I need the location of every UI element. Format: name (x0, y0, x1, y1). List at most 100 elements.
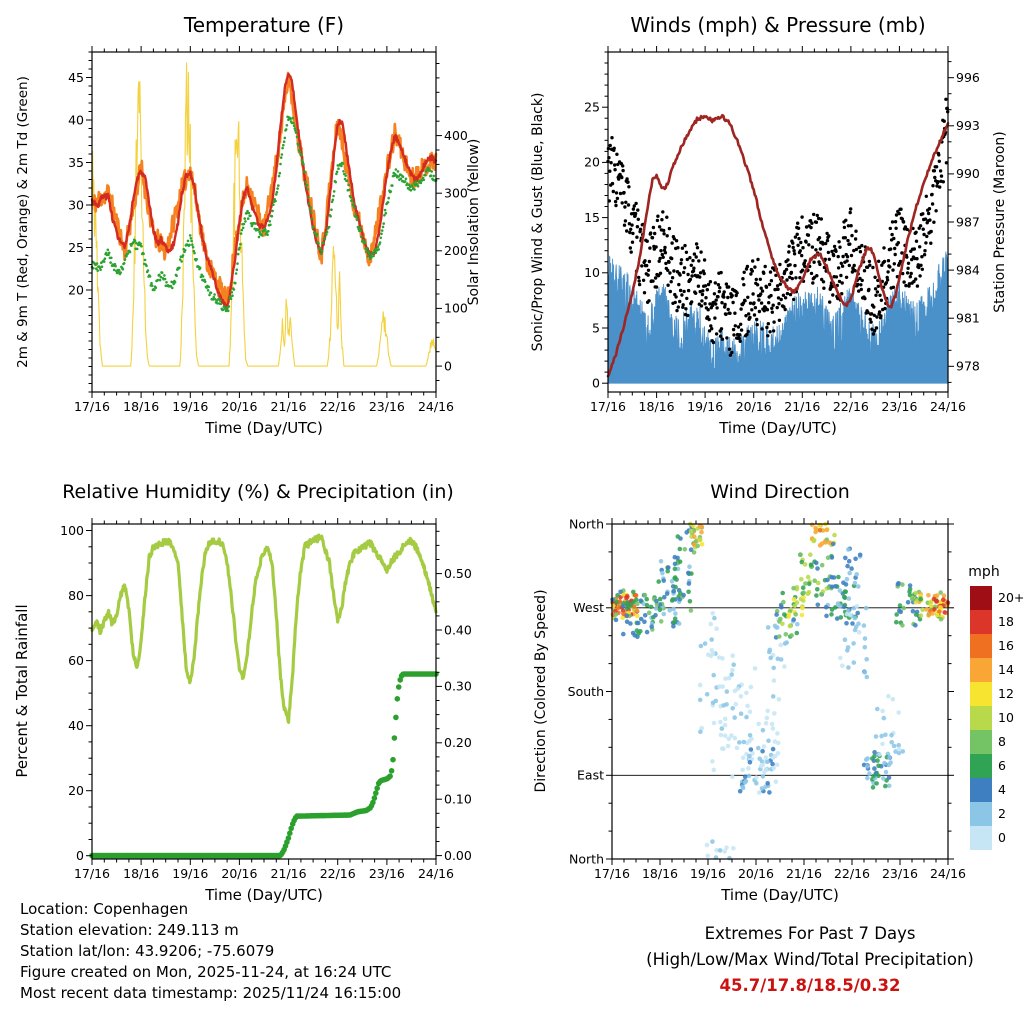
svg-text:21/16: 21/16 (271, 399, 307, 414)
svg-text:21/16: 21/16 (784, 399, 820, 414)
humidity-precip-chart: 17/16 18/16 19/16 20/16 21/16 22/16 23/16 24/16… (13, 481, 472, 903)
svg-text:20/16: 20/16 (221, 399, 257, 414)
extremes-subtitle: (High/Low/Max Wind/Total Precipitation) (646, 950, 974, 969)
svg-text:2: 2 (998, 806, 1006, 821)
svg-text:21/16: 21/16 (786, 866, 822, 881)
svg-text:Time (Day/UTC): Time (Day/UTC) (718, 419, 837, 437)
svg-text:18/16: 18/16 (642, 866, 678, 881)
info-created: Figure created on Mon, 2025-11-24, at 16… (20, 963, 392, 981)
svg-text:18/16: 18/16 (123, 399, 159, 414)
svg-text:24/16: 24/16 (930, 399, 966, 414)
svg-text:East: East (577, 768, 604, 783)
svg-text:20/16: 20/16 (736, 399, 772, 414)
svg-text:Percent & Total Rainfall: Percent & Total Rainfall (13, 604, 31, 777)
svg-text:5: 5 (592, 320, 600, 335)
svg-text:South: South (568, 684, 604, 699)
svg-text:19/16: 19/16 (172, 399, 208, 414)
svg-text:25: 25 (584, 99, 600, 114)
svg-text:20: 20 (68, 282, 84, 297)
svg-text:20+: 20+ (998, 590, 1024, 605)
svg-text:23/16: 23/16 (881, 399, 917, 414)
svg-text:21/16: 21/16 (271, 866, 307, 881)
svg-text:Time (Day/UTC): Time (Day/UTC) (204, 419, 323, 437)
svg-text:300: 300 (444, 185, 468, 200)
svg-text:0: 0 (592, 375, 600, 390)
extremes-title: Extremes For Past 7 Days (704, 924, 916, 943)
svg-text:987: 987 (956, 214, 980, 229)
svg-text:45: 45 (68, 70, 84, 85)
svg-text:0.40: 0.40 (444, 622, 472, 637)
station-info-block: Location: Copenhagen Station elevation: … (20, 899, 401, 1004)
svg-text:2m & 9m T (Red, Orange) & 2m T: 2m & 9m T (Red, Orange) & 2m Td (Green) (15, 76, 31, 368)
svg-text:10: 10 (584, 265, 600, 280)
temperature-chart: 17/16 18/16 19/16 20/16 21/16 22/16 23/16 24/16… (15, 13, 482, 437)
svg-text:0.00: 0.00 (444, 848, 472, 863)
info-latlon: Station lat/lon: 43.9206; -75.6079 (20, 942, 275, 960)
svg-text:0.30: 0.30 (444, 679, 472, 694)
svg-text:30: 30 (68, 197, 84, 212)
svg-text:20: 20 (584, 155, 600, 170)
svg-text:Station Pressure (Maroon): Station Pressure (Maroon) (992, 131, 1008, 313)
svg-text:17/16: 17/16 (74, 866, 110, 881)
svg-text:North: North (569, 851, 604, 866)
svg-text:990: 990 (956, 166, 980, 181)
svg-text:19/16: 19/16 (687, 399, 723, 414)
svg-text:20: 20 (68, 783, 84, 798)
svg-text:20/16: 20/16 (738, 866, 774, 881)
info-timestamp: Most recent data timestamp: 2025/11/24 1… (20, 984, 402, 1002)
svg-text:6: 6 (998, 758, 1006, 773)
wind-direction-chart: 17/16 18/16 19/16 20/16 21/16 22/16 23/16 24/16… (533, 481, 1024, 903)
svg-text:0: 0 (76, 848, 84, 863)
svg-text:Direction (Colored By Speed): Direction (Colored By Speed) (533, 589, 549, 792)
svg-text:8: 8 (998, 734, 1006, 749)
svg-text:100: 100 (60, 523, 84, 538)
svg-text:Solar Insolation (Yellow): Solar Insolation (Yellow) (466, 139, 482, 306)
svg-text:17/16: 17/16 (590, 399, 626, 414)
svg-text:17/16: 17/16 (74, 399, 110, 414)
svg-text:10: 10 (998, 710, 1014, 725)
svg-text:200: 200 (444, 243, 468, 258)
svg-text:18/16: 18/16 (639, 399, 675, 414)
extremes-block: Extremes For Past 7 Days (High/Low/Max W… (596, 921, 1024, 999)
svg-text:16: 16 (998, 638, 1014, 653)
svg-text:23/16: 23/16 (882, 866, 918, 881)
svg-text:22/16: 22/16 (320, 866, 356, 881)
svg-text:18/16: 18/16 (123, 866, 159, 881)
svg-text:984: 984 (956, 262, 980, 277)
extremes-values: 45.7/17.8/18.5/0.32 (719, 976, 901, 995)
svg-text:Sonic/Prop Wind & Gust (Blue,: Sonic/Prop Wind & Gust (Blue, Black) (530, 93, 546, 352)
info-location: Location: Copenhagen (20, 900, 189, 918)
svg-text:18: 18 (998, 614, 1014, 629)
svg-text:Time (Day/UTC): Time (Day/UTC) (720, 886, 839, 903)
svg-text:23/16: 23/16 (369, 399, 405, 414)
svg-text:22/16: 22/16 (834, 866, 870, 881)
svg-text:West: West (573, 600, 604, 615)
svg-text:0: 0 (444, 358, 452, 373)
svg-text:35: 35 (68, 155, 84, 170)
svg-text:0.50: 0.50 (444, 566, 472, 581)
svg-text:100: 100 (444, 301, 468, 316)
svg-text:24/16: 24/16 (930, 866, 966, 881)
svg-text:Relative Humidity (%) & Precip: Relative Humidity (%) & Precipitation (i… (62, 481, 454, 503)
svg-text:993: 993 (956, 118, 980, 133)
svg-text:Wind Direction: Wind Direction (710, 481, 850, 503)
svg-text:24/16: 24/16 (418, 866, 454, 881)
svg-text:15: 15 (584, 210, 600, 225)
svg-text:mph: mph (968, 564, 999, 580)
svg-text:22/16: 22/16 (833, 399, 869, 414)
svg-text:4: 4 (998, 782, 1006, 797)
svg-text:80: 80 (68, 588, 84, 603)
svg-text:23/16: 23/16 (369, 866, 405, 881)
svg-text:17/16: 17/16 (594, 866, 630, 881)
svg-text:North: North (569, 516, 604, 531)
svg-text:0.20: 0.20 (444, 735, 472, 750)
svg-text:Time (Day/UTC): Time (Day/UTC) (204, 886, 323, 903)
svg-text:12: 12 (998, 686, 1014, 701)
svg-text:Temperature (F): Temperature (F) (183, 13, 344, 37)
svg-text:19/16: 19/16 (172, 866, 208, 881)
svg-text:0.10: 0.10 (444, 792, 472, 807)
svg-text:24/16: 24/16 (418, 399, 454, 414)
svg-text:40: 40 (68, 718, 84, 733)
svg-text:996: 996 (956, 70, 980, 85)
